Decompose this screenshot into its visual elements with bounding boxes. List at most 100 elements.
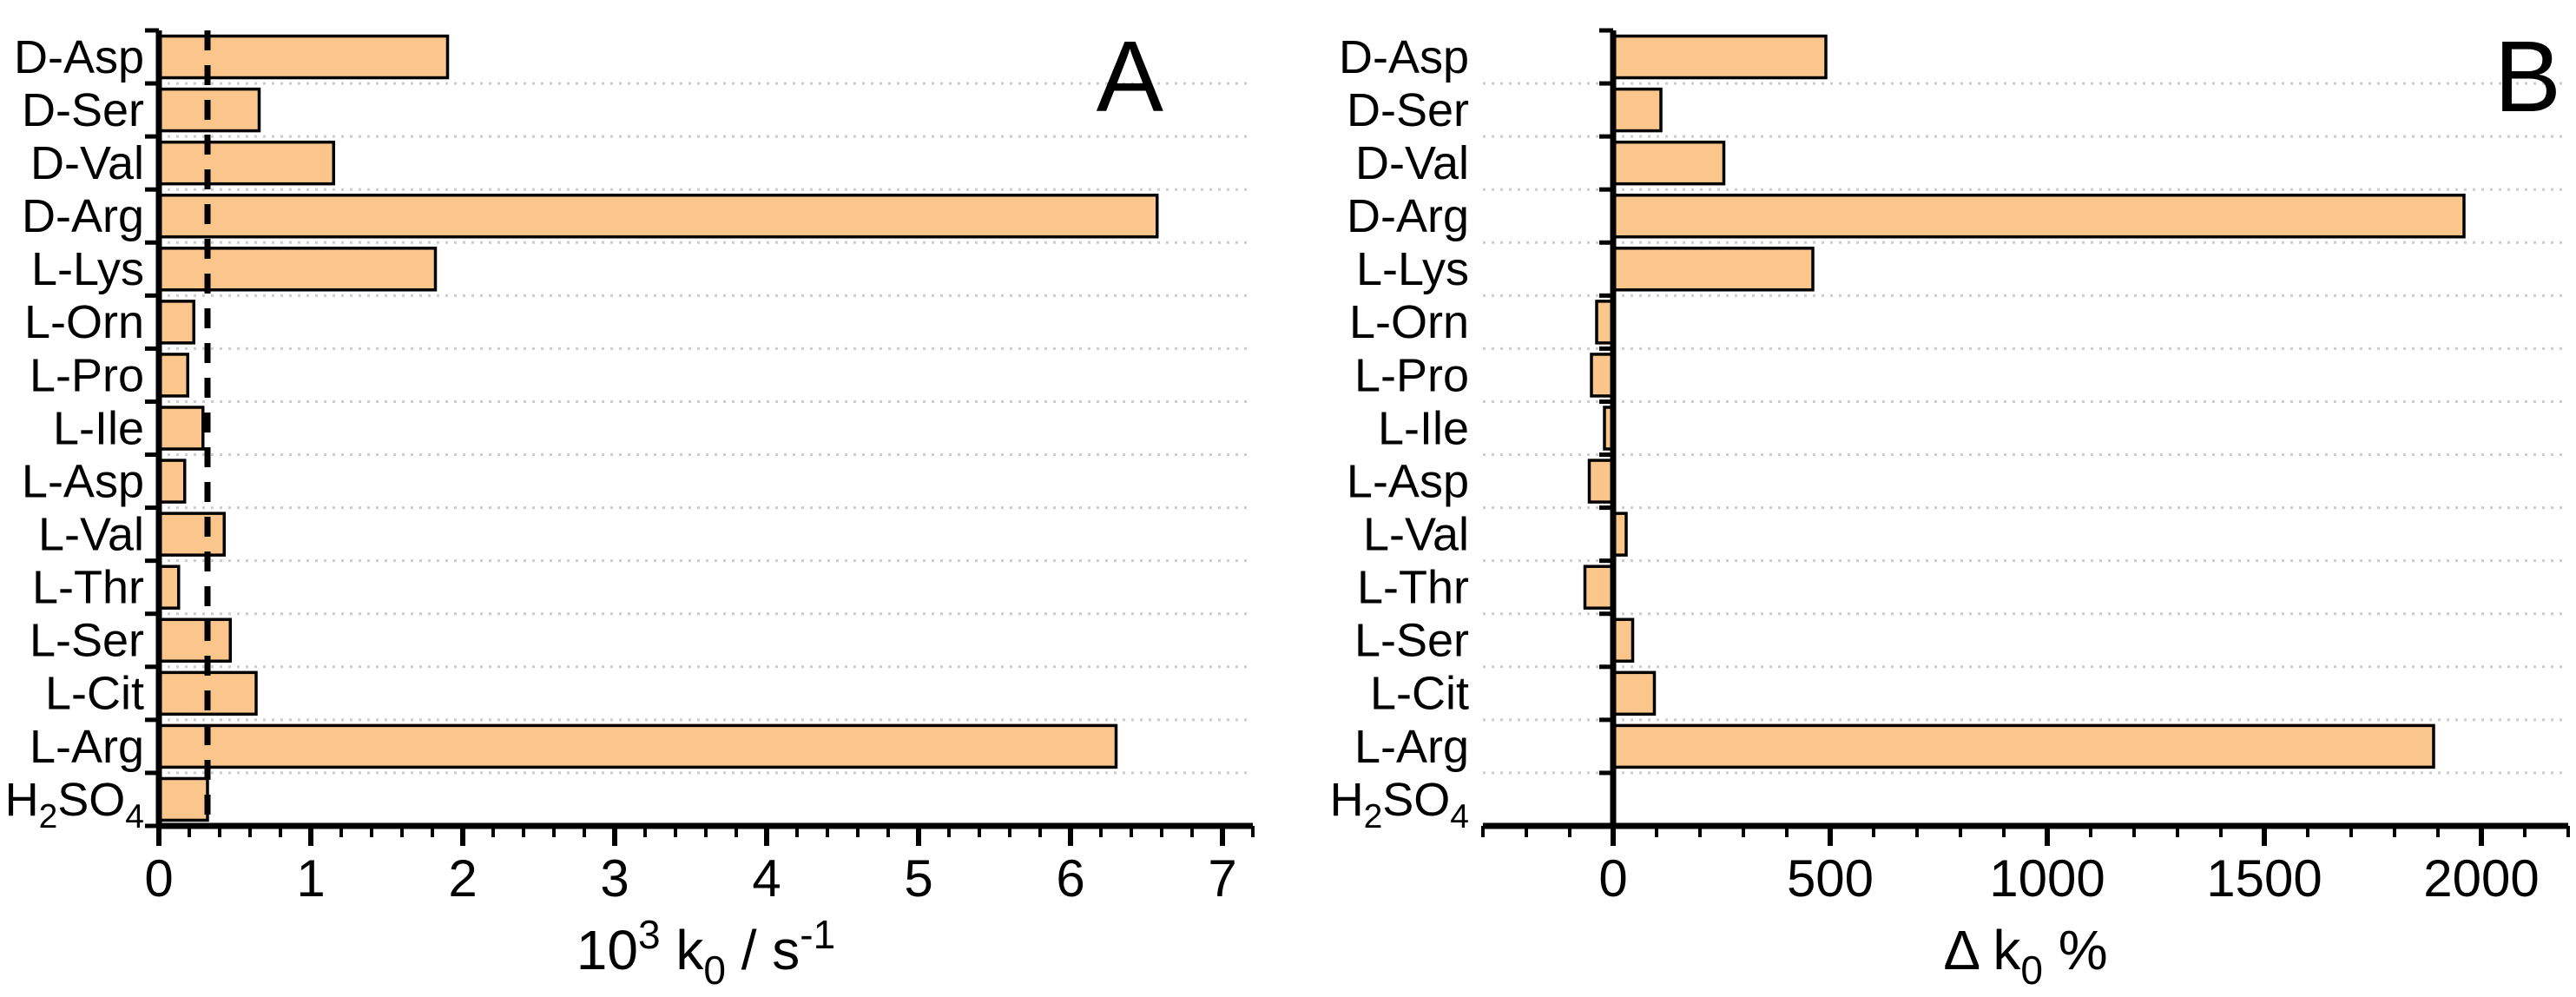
category-label: L-Lys <box>1356 243 1469 295</box>
bar-A-L-Lys <box>157 247 438 292</box>
text-run: L-Cit <box>1370 668 1469 720</box>
text-run: L-Ile <box>1378 402 1469 454</box>
text-sub: 0 <box>703 947 726 993</box>
text-run: D-Arg <box>22 190 144 242</box>
text-run: L-Ser <box>1354 615 1469 667</box>
x-tick-label: 0 <box>144 849 173 908</box>
text-sub: 2 <box>39 798 58 835</box>
panel-letter: B <box>2494 20 2561 133</box>
text-run: D-Val <box>1355 137 1469 189</box>
text-run: L-Val <box>1363 508 1469 560</box>
text-run: D-Ser <box>1347 84 1469 136</box>
text-run: L-Val <box>38 508 144 560</box>
bar-B-D-Ser <box>1611 87 1663 133</box>
text-run: D-Asp <box>1339 31 1469 83</box>
text-sub: 2 <box>1364 798 1383 835</box>
category-label: L-Val <box>1363 508 1469 560</box>
text-run: L-Arg <box>1354 721 1469 773</box>
panel-letter: A <box>1097 20 1164 133</box>
text-run: D-Val <box>30 137 144 189</box>
category-label: D-Asp <box>1339 31 1469 83</box>
text-run: L-Orn <box>1349 296 1469 348</box>
bar-A-D-Arg <box>157 193 1159 239</box>
text-run: L-Cit <box>45 668 144 720</box>
category-label: L-Ile <box>53 402 144 454</box>
text-run: L-Orn <box>24 296 144 348</box>
category-label: L-Lys <box>31 243 144 295</box>
category-label: L-Ser <box>30 615 144 667</box>
text-run: L-Asp <box>22 455 144 507</box>
x-tick-label: 6 <box>1056 849 1084 908</box>
category-label: L-Cit <box>1370 668 1469 720</box>
category-label: L-Arg <box>1354 721 1469 773</box>
bar-A-L-Ile <box>157 406 205 451</box>
text-sup: 3 <box>638 912 661 957</box>
text-run: D-Ser <box>22 84 144 136</box>
text-run: L-Ser <box>30 615 144 667</box>
category-label: L-Orn <box>1349 296 1469 348</box>
text-run: Δ k <box>1943 919 2021 981</box>
bar-B-D-Asp <box>1611 34 1828 80</box>
bar-B-L-Asp <box>1587 459 1615 504</box>
x-tick-label: 4 <box>752 849 781 908</box>
text-run: H <box>5 774 39 826</box>
text-run: SO <box>57 774 125 826</box>
bar-B-D-Val <box>1611 140 1726 186</box>
text-run: D-Arg <box>1347 190 1469 242</box>
text-run: L-Lys <box>1356 243 1469 295</box>
text-run: k <box>661 919 705 981</box>
bar-B-L-Pro <box>1590 353 1615 398</box>
category-label: H2SO4 <box>5 774 144 835</box>
bar-A-D-Asp <box>157 34 450 80</box>
bar-A-L-Orn <box>157 300 195 345</box>
category-label: H2SO4 <box>1330 774 1469 835</box>
category-label: D-Val <box>1355 137 1469 189</box>
category-label: L-Thr <box>1357 562 1469 614</box>
x-tick-label: 1000 <box>1989 849 2105 908</box>
category-label: D-Arg <box>22 190 144 242</box>
x-tick-label: 2000 <box>2423 849 2539 908</box>
bar-A-L-Ser <box>157 617 232 664</box>
text-sub: 0 <box>2020 947 2043 993</box>
text-sup: -1 <box>800 912 835 957</box>
text-run: L-Pro <box>1354 349 1469 401</box>
category-label: L-Ile <box>1378 402 1469 454</box>
category-label: D-Ser <box>22 84 144 136</box>
category-label: L-Asp <box>22 455 144 507</box>
category-label: D-Asp <box>14 31 144 83</box>
text-sub: 4 <box>125 798 144 835</box>
x-tick-label: 0 <box>1598 849 1627 908</box>
text-run: SO <box>1382 774 1450 826</box>
text-run: L-Ile <box>53 402 144 454</box>
text-run: 10 <box>576 919 638 981</box>
bar-A-L-Asp <box>157 459 187 504</box>
category-label: D-Ser <box>1347 84 1469 136</box>
category-label: L-Val <box>38 508 144 560</box>
category-label: L-Cit <box>45 668 144 720</box>
bar-A-D-Val <box>157 140 335 186</box>
text-run: D-Asp <box>14 31 144 83</box>
category-label: D-Arg <box>1347 190 1469 242</box>
text-run: % <box>2043 919 2108 981</box>
bar-B-L-Thr <box>1583 565 1615 610</box>
bar-A-L-Arg <box>157 723 1118 769</box>
category-label: L-Thr <box>32 562 144 614</box>
bar-B-L-Arg <box>1611 723 2435 769</box>
category-label: L-Arg <box>30 721 144 773</box>
text-run: L-Thr <box>32 562 144 614</box>
bar-B-L-Cit <box>1611 670 1657 716</box>
bar-A-L-Val <box>157 512 226 557</box>
category-label: L-Ser <box>1354 615 1469 667</box>
text-run: H <box>1330 774 1364 826</box>
text-run: L-Thr <box>1357 562 1469 614</box>
bar-B-D-Arg <box>1611 193 2466 239</box>
x-tick-label: 1 <box>296 849 325 908</box>
category-label: L-Orn <box>24 296 144 348</box>
x-tick-label: 5 <box>904 849 932 908</box>
x-axis-title: 103 k0 / s-1 <box>576 912 835 993</box>
text-run: / s <box>726 919 800 981</box>
x-tick-label: 3 <box>600 849 629 908</box>
